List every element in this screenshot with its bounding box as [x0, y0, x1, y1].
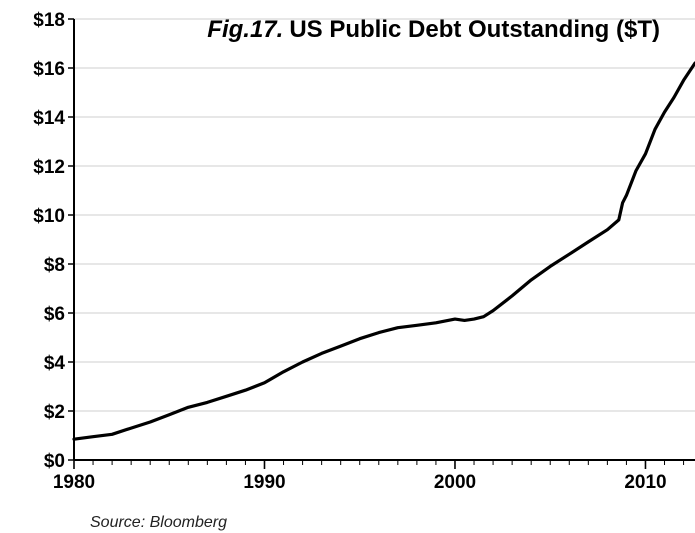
y-tick-label: $18: [33, 10, 65, 31]
y-tick-label: $10: [33, 206, 65, 227]
x-tick-label: 2000: [434, 472, 476, 493]
axes: [68, 18, 695, 469]
series-layer: [72, 61, 695, 441]
chart-title-prefix: Fig.17.: [207, 16, 283, 43]
y-tick-label: $14: [33, 108, 65, 129]
x-tick-label: 1990: [243, 472, 285, 493]
y-tick-label: $8: [44, 255, 65, 276]
y-tick-label: $4: [44, 353, 66, 374]
chart-title: Fig.17. US Public Debt Outstanding ($T): [207, 16, 660, 43]
y-tick-label: $2: [44, 402, 65, 423]
y-tick-label: $16: [33, 59, 65, 80]
x-tick-label: 2010: [624, 472, 666, 493]
tick-labels: $0 $2 $4 $6 $8 $10 $12 $14 $16 $18 1980 1990 2000 201…: [33, 10, 666, 493]
y-tick-label: $0: [44, 451, 65, 472]
chart-title-main: US Public Debt Outstanding ($T): [289, 16, 660, 43]
x-tick-label: 1980: [53, 472, 95, 493]
y-tick-label: $12: [33, 157, 65, 178]
source-note: Source: Bloomberg: [90, 514, 227, 531]
series-line-public-debt: [72, 61, 695, 441]
y-tick-label: $6: [44, 304, 65, 325]
grid-lines: [74, 18, 695, 412]
